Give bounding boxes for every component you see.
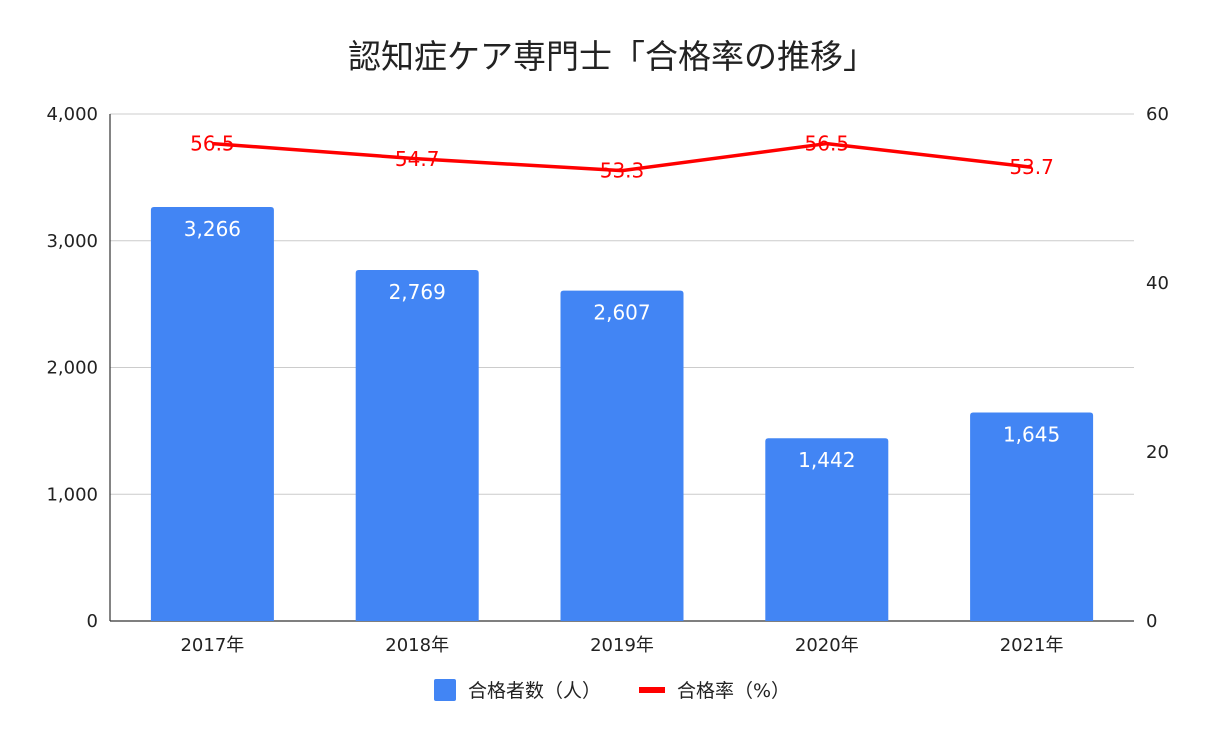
legend-swatch-line <box>638 686 665 693</box>
y-left-tick-label: 1,000 <box>46 484 98 505</box>
legend-label-line: 合格率（%） <box>676 680 791 702</box>
y-right-tick-label: 0 <box>1146 611 1157 632</box>
bar-data-label: 2,769 <box>389 280 446 304</box>
bar-data-label: 1,442 <box>798 448 855 472</box>
y-left-tick-label: 2,000 <box>46 358 98 379</box>
legend-swatch-bar <box>433 678 456 701</box>
bar-data-label: 1,645 <box>1003 422 1060 446</box>
x-tick-label: 2018年 <box>385 635 449 656</box>
bar-data-label: 3,266 <box>184 217 241 241</box>
line-series <box>212 141 1032 173</box>
bar <box>765 438 889 621</box>
bar-data-label: 2,607 <box>593 301 650 325</box>
bar <box>355 270 479 621</box>
legend-item-line[interactable]: 合格率（%） <box>638 676 791 703</box>
x-tick-label: 2019年 <box>590 635 654 656</box>
x-tick-label: 2021年 <box>1000 635 1064 656</box>
legend-label-bar: 合格者数（人） <box>467 680 601 702</box>
x-tick-label: 2020年 <box>795 635 859 656</box>
legend: 合格者数（人） 合格率（%） <box>0 676 1224 703</box>
y-right-tick-label: 20 <box>1146 442 1169 463</box>
line-data-label: 53.3 <box>600 159 645 183</box>
line-data-label: 56.5 <box>805 132 850 156</box>
legend-item-bar[interactable]: 合格者数（人） <box>433 676 601 703</box>
line-data-label: 56.5 <box>190 132 235 156</box>
bar <box>150 207 274 622</box>
y-left-tick-label: 3,000 <box>46 231 98 252</box>
y-left-tick-label: 4,000 <box>46 104 98 125</box>
y-right-tick-label: 40 <box>1146 273 1169 294</box>
chart-title: 認知症ケア専門士「合格率の推移」 <box>348 37 876 76</box>
y-right-tick-label: 60 <box>1146 104 1169 125</box>
line-data-label: 54.7 <box>395 147 440 171</box>
bar <box>560 290 684 621</box>
data-labels: 3,266 2,769 2,607 1,442 1,645 56.5 54.7 53.3 56.… <box>184 132 1060 473</box>
line-data-label: 53.7 <box>1009 155 1054 179</box>
y-left-tick-label: 0 <box>87 611 98 632</box>
x-tick-label: 2017年 <box>180 635 244 656</box>
tick-labels: 0 1,000 2,000 3,000 4,000 0 20 40 60 2017年 2018年 20… <box>46 104 1168 656</box>
bar-series <box>150 207 1094 622</box>
bar <box>970 412 1094 621</box>
